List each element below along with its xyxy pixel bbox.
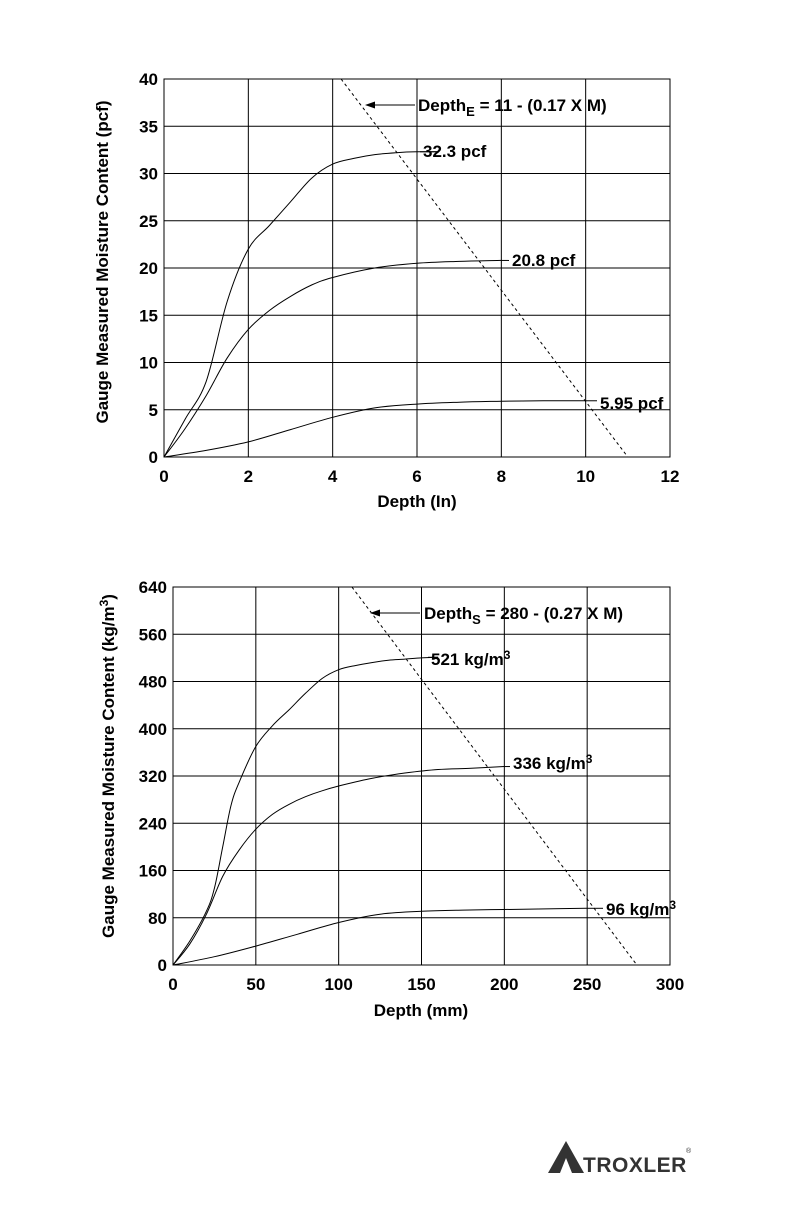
x-tick-label: 300 [656, 975, 684, 994]
series-label-1: 32.3 pcf [423, 142, 487, 161]
x-tick-label: 250 [573, 975, 601, 994]
x-tick-label: 100 [324, 975, 352, 994]
series-line-1 [163, 151, 439, 458]
chart2-x-axis-label: Depth (mm) [374, 1001, 468, 1020]
x-tick-label: 6 [412, 467, 421, 486]
y-tick-label: 640 [139, 578, 167, 597]
y-tick-label: 400 [139, 720, 167, 739]
series-line-3 [172, 907, 588, 966]
series-line-2 [163, 259, 502, 458]
troxler-logo: TROXLER ® [548, 1141, 692, 1177]
series-label-2: 20.8 pcf [512, 251, 576, 270]
x-tick-label: 4 [328, 467, 338, 486]
x-tick-label: 0 [168, 975, 177, 994]
y-tick-label: 35 [139, 117, 158, 136]
series-label-2: 336 kg/m3 [513, 752, 593, 773]
chart1-y-ticks: 0 5 10 15 20 25 30 35 40 [139, 70, 158, 467]
chart2-grid [173, 587, 670, 965]
y-tick-label: 0 [158, 956, 167, 975]
y-tick-label: 30 [139, 165, 158, 184]
series-line-2 [172, 766, 505, 966]
chart2-depth-limit-line [351, 586, 638, 966]
x-tick-label: 2 [244, 467, 253, 486]
y-tick-label: 160 [139, 862, 167, 881]
x-tick-label: 0 [159, 467, 168, 486]
y-tick-label: 25 [139, 212, 158, 231]
chart2-annotation-arrowhead [370, 609, 380, 617]
x-tick-label: 200 [490, 975, 518, 994]
y-tick-label: 10 [139, 354, 158, 373]
y-tick-label: 15 [139, 306, 158, 325]
y-tick-label: 320 [139, 767, 167, 786]
x-tick-label: 12 [661, 467, 680, 486]
series-line-3 [163, 400, 586, 458]
chart1-depth-limit-line [340, 78, 629, 458]
x-tick-label: 50 [246, 975, 265, 994]
chart1-formula: DepthE = 11 - (0.17 X M) [418, 96, 607, 119]
chart2-series [172, 656, 588, 966]
x-tick-label: 150 [407, 975, 435, 994]
series-label-3: 96 kg/m3 [606, 898, 676, 919]
y-tick-label: 20 [139, 259, 158, 278]
chart2-x-ticks: 0 50 100 150 200 250 300 [168, 975, 684, 994]
chart2-y-ticks: 0 80 160 240 320 400 480 560 640 [139, 578, 167, 975]
chart-depth-inches: 0 5 10 15 20 25 30 35 40 0 2 4 6 8 10 12 32.3 pcf 20.8 … [93, 70, 679, 511]
series-line-1 [172, 656, 439, 966]
troxler-logo-icon [548, 1141, 584, 1173]
chart1-y-axis-label: Gauge Measured Moisture Content (pcf) [93, 100, 112, 423]
chart1-x-ticks: 0 2 4 6 8 10 12 [159, 467, 679, 486]
y-tick-label: 240 [139, 814, 167, 833]
x-tick-label: 8 [497, 467, 506, 486]
chart2-y-axis-label: Gauge Measured Moisture Content (kg/m3) [97, 594, 118, 938]
chart-depth-mm: 0 80 160 240 320 400 480 560 640 0 50 100 150 200 250… [97, 578, 684, 1020]
chart1-series [163, 151, 586, 458]
chart2-plot-frame [172, 586, 671, 966]
chart1-grid [164, 79, 670, 457]
y-tick-label: 40 [139, 70, 158, 89]
troxler-logo-registered: ® [686, 1147, 692, 1155]
chart2-series-labels: 521 kg/m3 336 kg/m3 96 kg/m3 [428, 648, 676, 919]
y-tick-label: 560 [139, 625, 167, 644]
y-tick-label: 80 [148, 909, 167, 928]
series-label-1: 521 kg/m3 [431, 648, 511, 669]
y-tick-label: 480 [139, 673, 167, 692]
chart1-series-labels: 32.3 pcf 20.8 pcf 5.95 pcf [420, 142, 664, 413]
series-label-3: 5.95 pcf [600, 394, 664, 413]
y-tick-label: 0 [149, 448, 158, 467]
chart1-x-axis-label: Depth (In) [377, 492, 456, 511]
chart1-plot-frame [163, 78, 671, 458]
y-tick-label: 5 [149, 401, 158, 420]
troxler-logo-text: TROXLER [583, 1154, 687, 1177]
chart2-formula: DepthS = 280 - (0.27 X M) [424, 604, 623, 627]
troxler-logo-icon-inner [560, 1158, 572, 1173]
chart1-annotation-arrowhead [365, 101, 375, 109]
x-tick-label: 10 [576, 467, 595, 486]
